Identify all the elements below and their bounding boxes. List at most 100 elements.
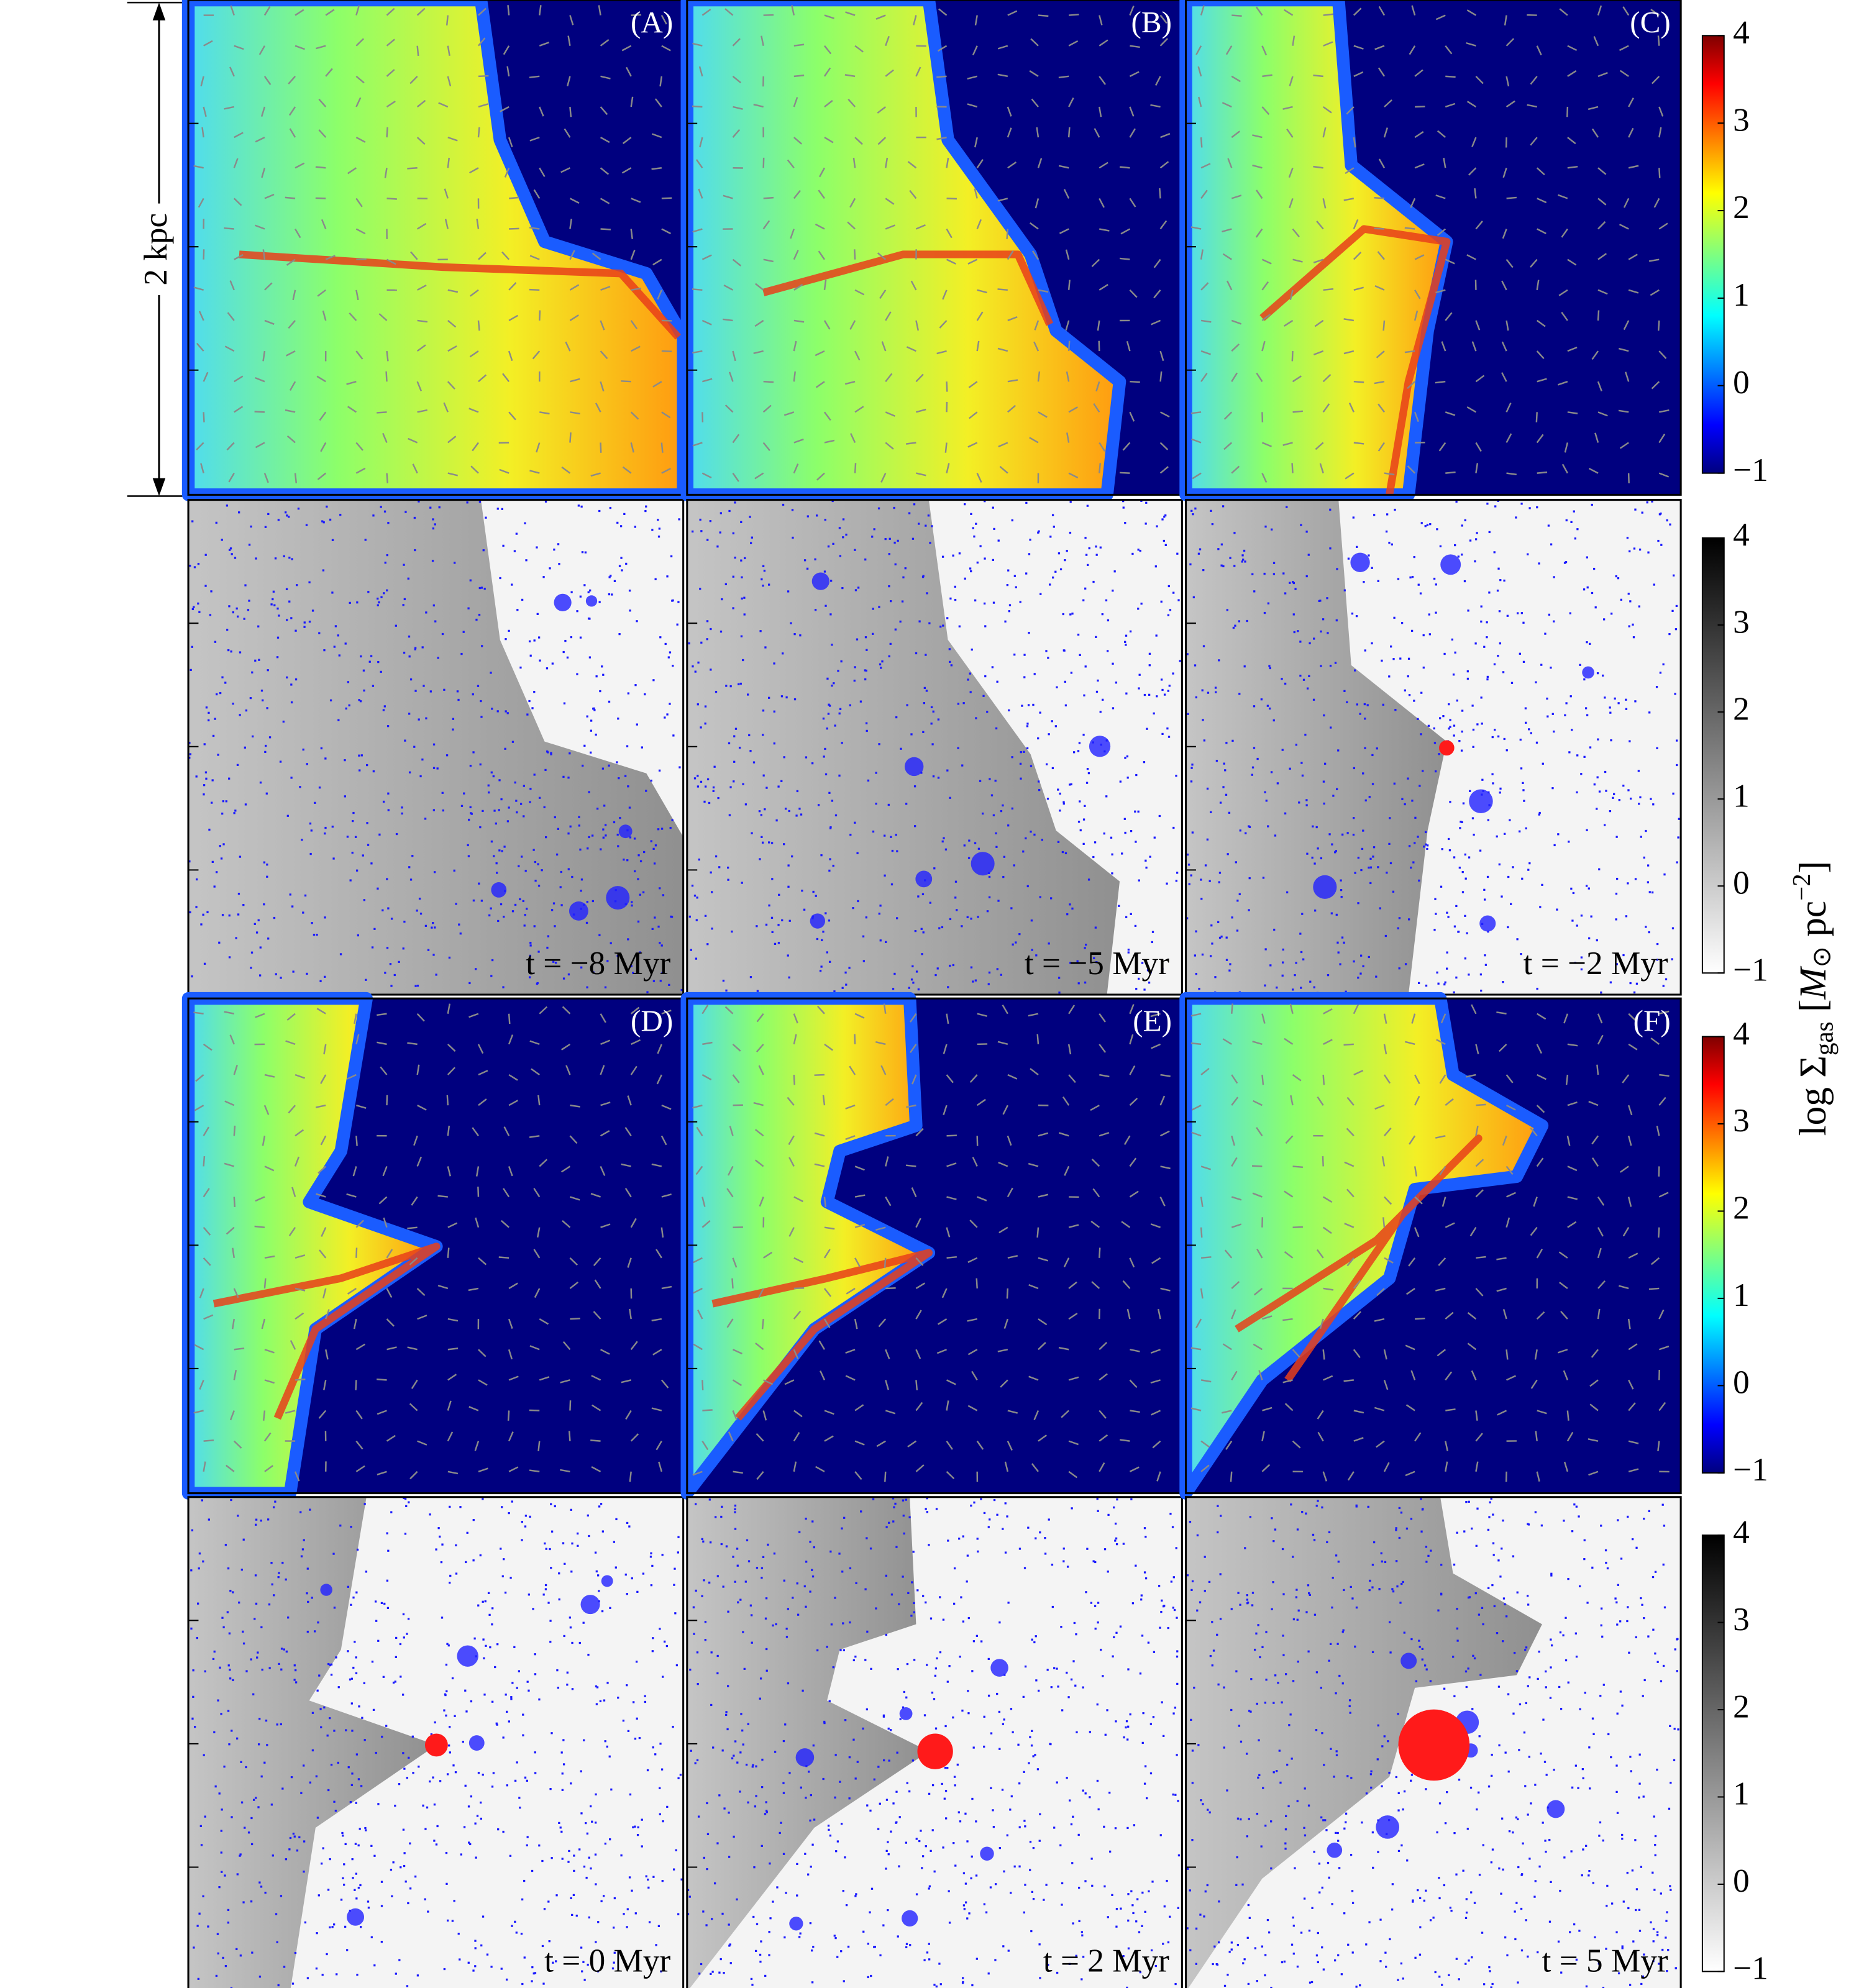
star-particle <box>431 560 434 562</box>
velocity-arrow <box>881 341 887 352</box>
star-particle <box>783 756 785 759</box>
star-particle <box>688 642 690 645</box>
star-particle <box>1461 709 1464 712</box>
star-particle <box>1417 718 1419 721</box>
star-particle <box>972 1746 975 1749</box>
star-particle <box>445 754 449 757</box>
velocity-arrow <box>570 1318 580 1320</box>
velocity-arrow <box>937 45 948 52</box>
star-particle <box>1101 613 1103 616</box>
star-particle <box>272 1854 274 1857</box>
velocity-arrow <box>386 127 388 138</box>
star-particle <box>316 1689 319 1692</box>
velocity-arrow <box>1038 1257 1049 1262</box>
star-particle <box>751 1984 754 1986</box>
velocity-arrow <box>793 1349 799 1359</box>
velocity-arrow <box>1353 1349 1361 1358</box>
star-particle <box>841 1571 844 1573</box>
velocity-arrow <box>1160 133 1171 139</box>
star-particle <box>351 1730 354 1732</box>
velocity-arrow <box>823 67 831 77</box>
star-particle <box>326 505 328 508</box>
star-particle <box>1079 654 1081 656</box>
velocity-arrow <box>630 1218 637 1228</box>
star-particle <box>987 983 990 985</box>
star-particle <box>433 1803 436 1806</box>
velocity-arrow <box>631 14 642 16</box>
star-particle <box>995 727 998 730</box>
star-particle <box>720 512 722 514</box>
star-particle <box>1497 567 1500 570</box>
star-particle <box>316 1932 318 1935</box>
star-particle <box>833 1935 836 1937</box>
star-particle <box>631 1577 633 1580</box>
star-particle <box>1115 1537 1118 1539</box>
star-particle <box>617 845 619 847</box>
star-particle <box>939 1651 942 1654</box>
star-particle <box>286 514 288 517</box>
star-particle <box>529 788 532 790</box>
velocity-arrow <box>1466 406 1477 413</box>
velocity-arrow <box>1068 1440 1079 1446</box>
velocity-arrow <box>1466 42 1476 47</box>
star-particle <box>1305 575 1308 578</box>
velocity-arrow <box>1195 1318 1202 1329</box>
star-particle <box>372 1708 375 1711</box>
star-particle <box>922 931 925 934</box>
star-particle <box>1006 584 1009 586</box>
velocity-arrow <box>1262 74 1272 78</box>
star-particle <box>467 855 470 857</box>
star-particle <box>1484 954 1486 957</box>
star-particle <box>209 614 212 616</box>
star-particle <box>542 1982 545 1985</box>
star-particle <box>491 1700 494 1703</box>
star-particle <box>1248 826 1251 828</box>
velocity-arrow <box>355 137 366 143</box>
velocity-arrow <box>854 137 863 145</box>
star-particle <box>1225 959 1228 961</box>
star-particle <box>728 509 731 513</box>
velocity-arrow <box>879 290 887 299</box>
star-particle <box>816 937 819 941</box>
star-particle <box>303 626 306 628</box>
star-particle <box>541 1859 544 1863</box>
velocity-arrow <box>347 167 357 175</box>
star-particle <box>244 803 247 806</box>
star-particle <box>1272 562 1276 564</box>
star-particle <box>408 771 411 773</box>
velocity-arrow <box>1346 106 1355 115</box>
star-particle <box>895 716 898 719</box>
star-particle <box>672 1868 675 1871</box>
star-particle <box>383 510 386 513</box>
star-particle <box>595 1793 597 1796</box>
star-particle <box>825 773 828 776</box>
velocity-arrow <box>1445 411 1456 416</box>
star-particle <box>968 839 971 842</box>
star-particle <box>1528 728 1530 731</box>
velocity-arrow <box>1007 404 1017 413</box>
star-particle <box>1286 891 1289 893</box>
star-particle <box>1119 780 1122 783</box>
velocity-arrow <box>227 312 235 321</box>
star-particle <box>432 518 434 521</box>
star-particle <box>865 722 868 724</box>
star-particle <box>680 988 683 992</box>
star-particle <box>480 586 483 589</box>
star-particle <box>577 1544 579 1547</box>
velocity-arrow <box>1284 1037 1294 1045</box>
star-particle <box>807 1873 810 1876</box>
velocity-arrow <box>1159 1095 1166 1106</box>
star-particle <box>326 1735 329 1737</box>
star-particle <box>1167 1626 1169 1630</box>
velocity-arrow <box>195 1074 204 1082</box>
star-particle <box>1327 973 1330 977</box>
star-particle <box>255 1797 257 1799</box>
star-particle <box>299 786 301 788</box>
star-particle <box>551 1732 553 1735</box>
velocity-arrow <box>701 1074 712 1081</box>
velocity-arrow <box>854 1194 866 1198</box>
star-particle <box>785 696 788 699</box>
star-particle <box>704 914 707 917</box>
velocity-arrow <box>693 1343 703 1351</box>
star-particle <box>502 544 505 547</box>
